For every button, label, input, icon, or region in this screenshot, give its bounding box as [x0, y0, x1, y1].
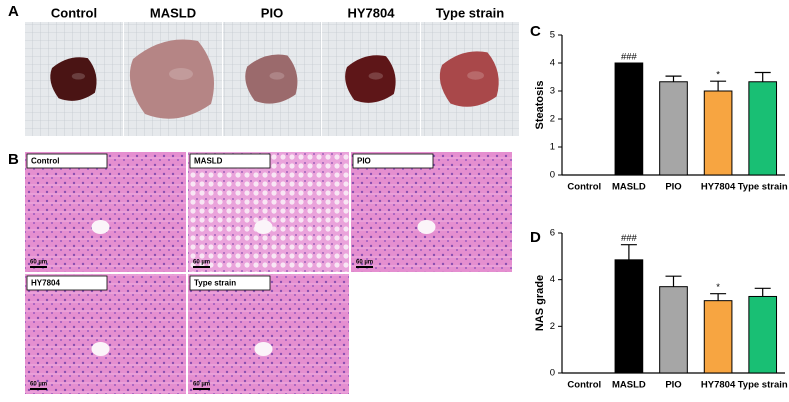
image-label-box [352, 153, 434, 169]
bar [703, 300, 733, 374]
bar [659, 286, 688, 374]
error-bar [754, 287, 771, 297]
bar [748, 295, 778, 374]
scale-label: 60 µm [30, 260, 47, 266]
panel-label: D [530, 229, 541, 246]
y-axis-label: Steatosis [534, 81, 546, 130]
central-vein [254, 342, 273, 356]
scale-label: 60 µm [193, 260, 210, 266]
liver-highlight [169, 68, 193, 80]
y-tick-label: 4 [550, 274, 555, 285]
bar [748, 81, 778, 176]
image-label-box [189, 275, 271, 291]
x-tick-label: HY7804 [701, 182, 736, 193]
image-label-box [26, 275, 108, 291]
significance: ### [621, 52, 638, 63]
micrograph [188, 274, 349, 394]
y-tick-label: 6 [550, 228, 555, 239]
sample-label: HY7804 [348, 5, 396, 20]
panel-label: C [530, 23, 541, 40]
bar [614, 62, 644, 176]
image-label: Type strain [194, 279, 236, 288]
image-label-box [26, 153, 108, 169]
sample-label: MASLD [150, 5, 196, 20]
liver [245, 54, 298, 104]
y-tick-label: 1 [550, 142, 555, 153]
error-bar [665, 275, 682, 287]
image-label: MASLD [194, 157, 223, 166]
error-bar [754, 71, 771, 82]
bar [614, 259, 644, 374]
x-tick-label: Type strain [738, 182, 788, 193]
liver-highlight [467, 71, 484, 80]
y-tick-label: 2 [550, 114, 555, 125]
central-vein [91, 342, 110, 356]
bar [703, 90, 733, 176]
error-bar [710, 293, 727, 301]
liver [129, 39, 215, 119]
y-tick-label: 2 [550, 321, 555, 332]
x-tick-label: PIO [665, 182, 681, 193]
significance: * [716, 70, 720, 81]
central-vein [254, 220, 273, 234]
image-label: HY7804 [31, 279, 60, 288]
sample-label: PIO [261, 5, 283, 20]
bar [659, 81, 688, 176]
sample-label: Control [51, 5, 97, 20]
sample-label: Type strain [436, 5, 504, 20]
liver-highlight [269, 72, 285, 80]
micrograph [25, 152, 186, 272]
scale-label: 60 µm [356, 260, 373, 266]
liver-highlight [368, 72, 383, 80]
micrograph [188, 152, 349, 272]
x-tick-label: Control [567, 380, 601, 391]
liver [439, 51, 499, 107]
x-tick-label: MASLD [612, 380, 646, 391]
image-label-box [189, 153, 271, 169]
micrograph [25, 274, 186, 394]
x-tick-label: HY7804 [701, 380, 736, 391]
x-tick-label: Control [567, 182, 601, 193]
liver-highlight [71, 72, 85, 80]
error-bar [620, 244, 637, 260]
y-tick-label: 0 [550, 170, 555, 181]
panel-label: A [8, 3, 19, 20]
y-axis-label: NAS grade [534, 275, 546, 331]
y-tick-label: 4 [550, 58, 555, 69]
x-tick-label: PIO [665, 380, 681, 391]
x-tick-label: Type strain [738, 380, 788, 391]
error-bar [710, 80, 727, 91]
scale-label: 60 µm [193, 382, 210, 388]
y-tick-label: 5 [550, 30, 555, 41]
y-tick-label: 3 [550, 86, 555, 97]
micrograph [351, 152, 512, 272]
image-label: Control [31, 157, 59, 166]
liver [345, 55, 396, 103]
central-vein [417, 220, 436, 234]
significance: * [716, 282, 720, 293]
x-tick-label: MASLD [612, 182, 646, 193]
scale-label: 60 µm [30, 382, 47, 388]
error-bar [665, 75, 682, 82]
central-vein [91, 220, 110, 234]
liver [50, 57, 97, 101]
y-tick-label: 0 [550, 368, 555, 379]
image-label: PIO [357, 157, 371, 166]
panel-label: B [8, 151, 19, 168]
significance: ### [621, 233, 638, 244]
